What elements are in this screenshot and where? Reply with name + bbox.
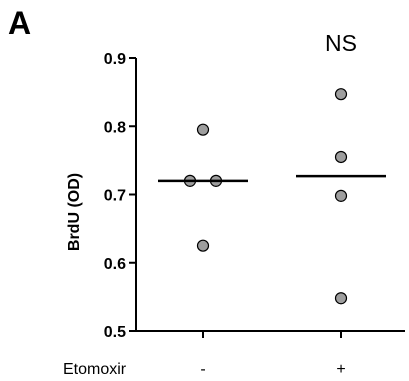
y-ticks: 0.5 0.6 0.7 0.8 0.9 — [104, 51, 136, 341]
y-axis-label: BrdU (OD) — [66, 173, 83, 251]
data-point — [334, 292, 348, 305]
y-tick-label: 0.6 — [104, 256, 126, 273]
data-point — [196, 123, 210, 136]
category-label: + — [336, 361, 345, 378]
median-lines — [158, 174, 386, 183]
data-point — [334, 88, 348, 101]
y-tick-label: 0.7 — [104, 188, 126, 205]
category-label: - — [200, 361, 205, 378]
y-tick-label: 0.5 — [104, 324, 126, 341]
category-labels: - + — [200, 361, 345, 378]
panel-label: A — [8, 5, 31, 41]
y-tick-label: 0.8 — [104, 119, 126, 136]
axes — [135, 58, 405, 338]
data-point — [196, 239, 210, 252]
data-points — [183, 88, 348, 305]
treatment-row-label: Etomoxir — [63, 361, 127, 378]
data-point — [334, 150, 348, 164]
y-tick-label: 0.9 — [104, 51, 126, 68]
data-point — [334, 189, 348, 202]
significance-annotation: NS — [325, 30, 357, 56]
